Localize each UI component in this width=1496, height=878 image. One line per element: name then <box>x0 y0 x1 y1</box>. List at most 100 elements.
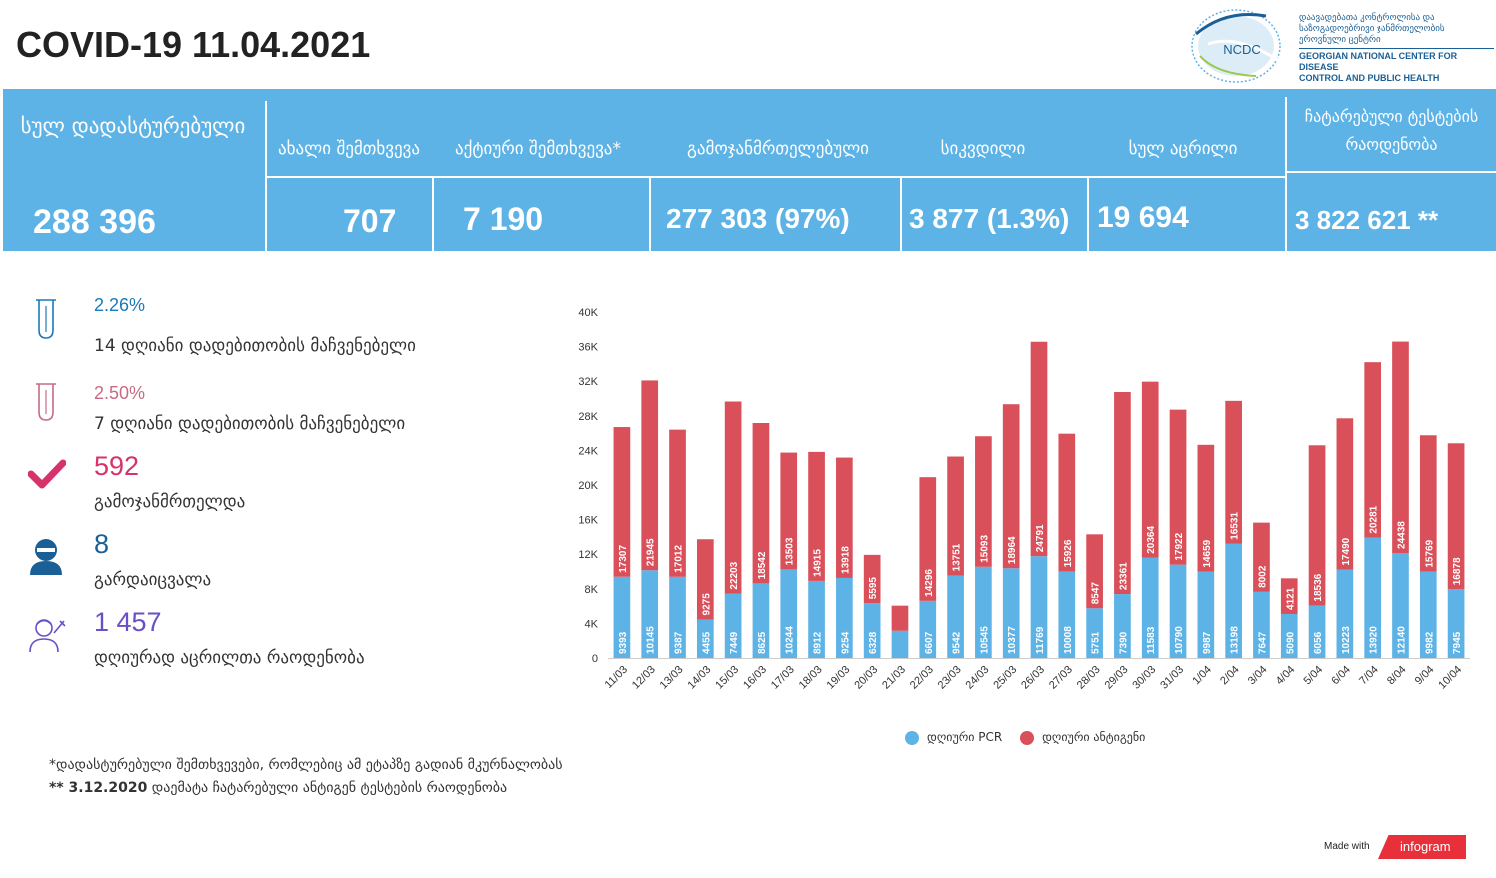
bar-pcr-label: 6056 <box>1313 631 1324 654</box>
bar-antigen <box>696 539 714 620</box>
x-tick-label: 14/03 <box>685 664 713 692</box>
tests-label: ჩატარებული ტესტების რაოდენობა <box>1304 107 1479 154</box>
bar-antigen <box>808 451 825 581</box>
bar-pcr <box>1364 537 1382 658</box>
total-label: სულ დადასტურებული <box>20 114 246 138</box>
bar-antigen <box>669 429 686 577</box>
bar-antigen-label: 14659 <box>1202 539 1213 567</box>
bar-antigen <box>724 401 742 594</box>
bar-pcr <box>724 593 742 658</box>
bar-antigen-label: 4121 <box>1285 587 1296 610</box>
bar-antigen-label: 13918 <box>840 546 851 574</box>
bar-antigen-label: 20281 <box>1369 505 1380 533</box>
x-tick-label: 9/04 <box>1413 664 1437 688</box>
bar-antigen <box>752 423 770 584</box>
bar-pcr <box>891 630 909 658</box>
x-tick-label: 20/03 <box>852 664 880 692</box>
x-tick-label: 27/03 <box>1047 664 1075 692</box>
bar-antigen <box>1447 443 1465 590</box>
bar-antigen <box>1197 444 1215 572</box>
bar-pcr <box>808 580 825 658</box>
x-tick-label: 28/03 <box>1075 664 1103 692</box>
y-tick-label: 36K <box>578 342 598 354</box>
bar-pcr-label: 9387 <box>674 631 685 654</box>
tests-value: 3 822 621 ** <box>1295 205 1439 235</box>
vaccinated-label: სულ აცრილი <box>1128 139 1238 159</box>
bar-pcr <box>1392 552 1409 658</box>
deaths-day-label: გარდაიცვალა <box>94 570 212 590</box>
bar-pcr <box>696 619 714 658</box>
bar-antigen-label: 13751 <box>952 543 963 571</box>
bar-pcr <box>1114 594 1131 658</box>
bar-pcr-label: 11769 <box>1035 626 1046 654</box>
bar-pcr-label: 10377 <box>1007 626 1018 654</box>
bar-antigen <box>1002 404 1020 569</box>
x-tick-label: 8/04 <box>1385 664 1409 688</box>
bar-pcr <box>1280 613 1298 658</box>
bar-pcr-label: 13198 <box>1230 626 1241 654</box>
bar-pcr <box>1336 569 1354 658</box>
total-value: 288 396 <box>33 203 156 241</box>
bar-pcr <box>669 576 686 658</box>
logo-ka-line: ეროვნული ცენტრი <box>1299 34 1381 44</box>
footnote-tests: ** 3.12.2020 დაემატა ჩატარებული ანტიგენ … <box>49 780 508 796</box>
bar-pcr-label: 5090 <box>1285 631 1296 654</box>
bar-antigen-label: 15926 <box>1063 539 1074 567</box>
x-tick-label: 17/03 <box>769 664 797 692</box>
bar-antigen-label: 14915 <box>813 549 824 577</box>
bar-pcr <box>1308 605 1326 658</box>
bar-pcr-label: 10790 <box>1174 626 1185 654</box>
bar-antigen-label: 16878 <box>1452 557 1463 585</box>
bar-pcr-label: 10244 <box>785 626 796 654</box>
checkmark-icon <box>28 459 66 489</box>
bar-antigen <box>1364 362 1382 538</box>
stats-band: სულ დადასტურებული 288 396 ახალი შემთხვევ… <box>3 89 1496 251</box>
x-tick-label: 30/03 <box>1130 664 1158 692</box>
logo-abbr: NCDC <box>1223 42 1261 57</box>
x-tick-label: 5/04 <box>1302 664 1326 688</box>
bar-antigen-label: 5595 <box>868 577 879 600</box>
bar-pcr <box>863 603 881 658</box>
bar-pcr-label: 7390 <box>1118 631 1129 654</box>
x-tick-label: 16/03 <box>741 664 769 692</box>
bar-antigen-label: 17490 <box>1341 537 1352 565</box>
bar-antigen <box>836 457 853 578</box>
bar-pcr <box>1197 571 1215 658</box>
x-tick-label: 18/03 <box>797 664 825 692</box>
bar-antigen-label: 13503 <box>785 537 796 565</box>
x-tick-label: 1/04 <box>1190 664 1214 688</box>
bar-antigen-label: 18964 <box>1007 536 1018 564</box>
vacc-num: 1 457 <box>94 607 162 637</box>
bar-antigen-label: 9275 <box>701 593 712 616</box>
active-value: 7 190 <box>463 201 544 237</box>
x-tick-label: 3/04 <box>1246 664 1270 688</box>
test-tube-icon <box>36 299 56 339</box>
recovered-label: გამოჯანმრთელებული <box>687 139 869 159</box>
bar-pcr <box>1058 571 1076 658</box>
infogram-link[interactable]: infogram <box>1378 835 1466 859</box>
bar-pcr-label: 6328 <box>868 631 879 654</box>
x-tick-label: 6/04 <box>1329 664 1353 688</box>
bar-pcr-label: 9542 <box>952 631 963 654</box>
chart-legend: დღიური PCR დღიური ანტიგენი <box>905 730 1159 745</box>
bar-antigen <box>975 436 992 567</box>
bar-antigen-label: 18536 <box>1313 573 1324 601</box>
bar-pcr-label: 12140 <box>1396 626 1407 654</box>
bar-pcr <box>947 575 964 658</box>
new-value: 707 <box>343 203 397 239</box>
bar-pcr <box>641 570 659 658</box>
bar-antigen-label: 23361 <box>1118 562 1129 590</box>
x-tick-label: 13/03 <box>658 664 686 692</box>
bar-pcr <box>919 600 937 658</box>
bar-pcr-label: 10145 <box>646 626 657 654</box>
y-tick-label: 20K <box>578 480 598 492</box>
bar-pcr <box>780 569 798 658</box>
bar-pcr <box>1030 556 1048 658</box>
bar-antigen-label: 17012 <box>674 545 685 573</box>
bar-antigen <box>1308 445 1326 606</box>
bar-pcr-label: 10545 <box>979 626 990 654</box>
bar-antigen-label: 18542 <box>757 551 768 579</box>
bar-pcr <box>975 566 992 658</box>
inc7-label: 7 დღიანი დადებითობის მაჩვენებელი <box>94 414 406 434</box>
legend-antigen: დღიური ანტიგენი <box>1020 730 1145 745</box>
